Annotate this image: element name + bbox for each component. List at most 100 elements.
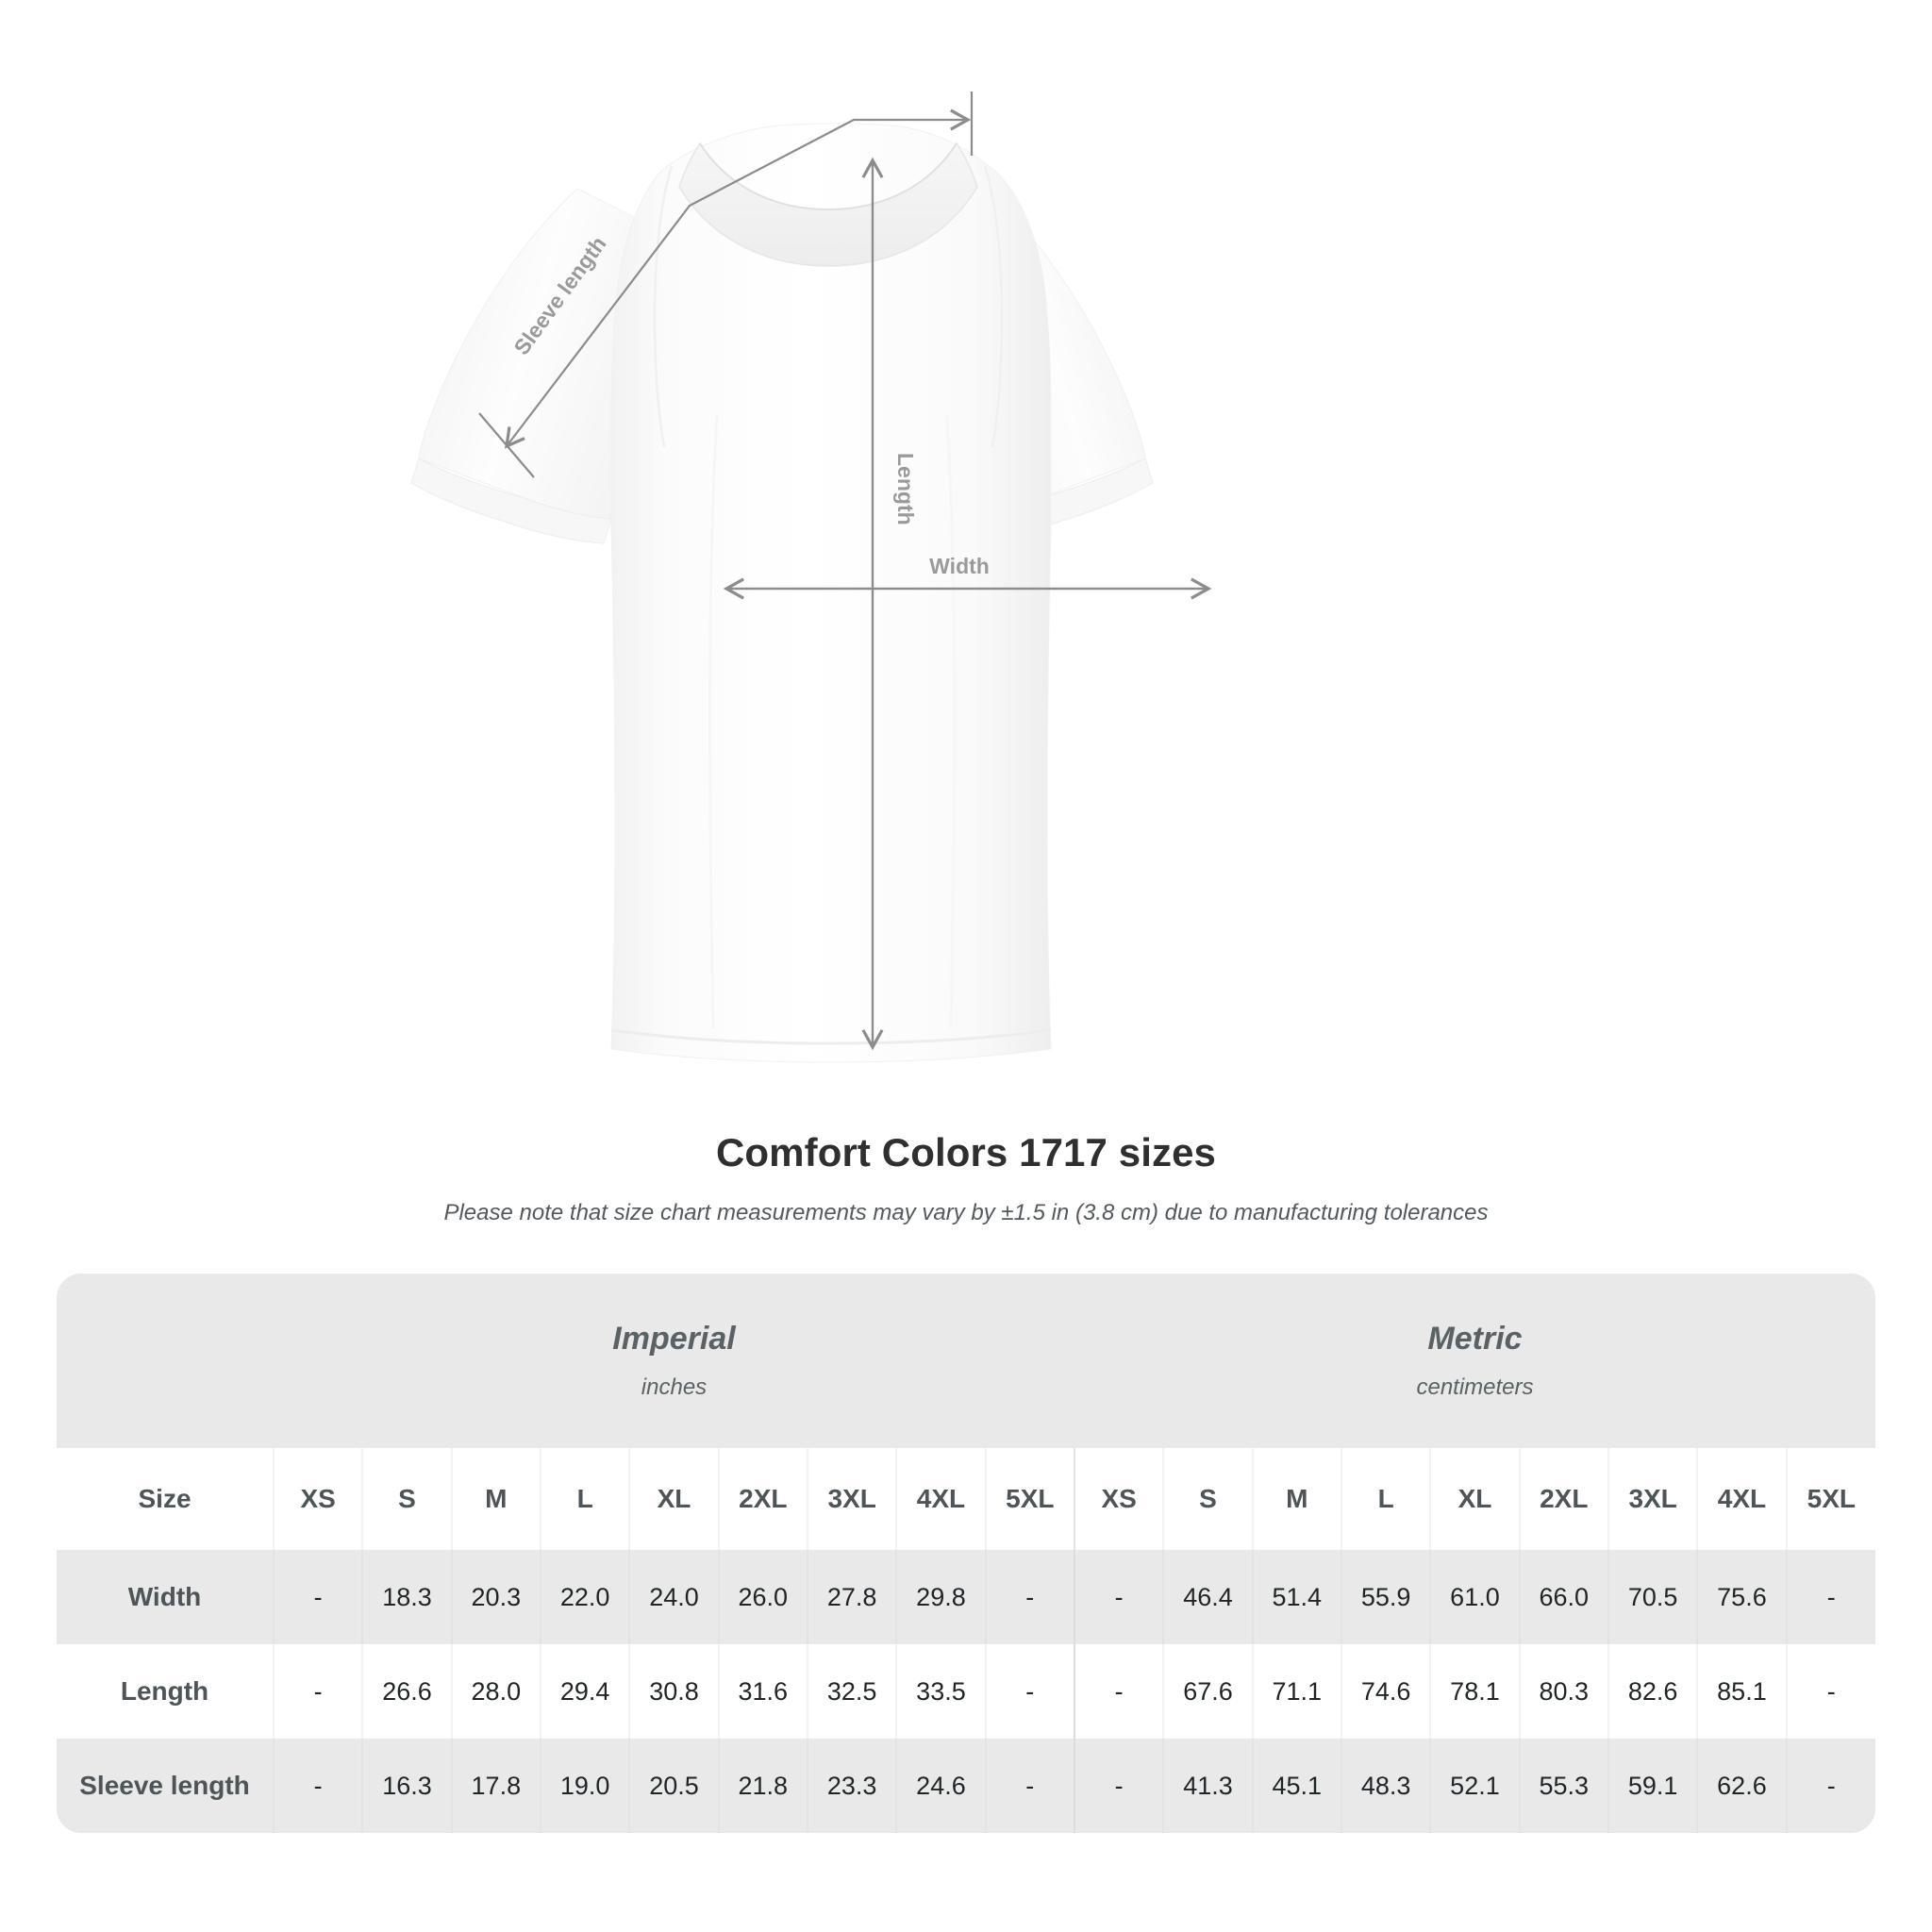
measurement-cell: 16.3 — [361, 1739, 452, 1833]
measurement-cell: 61.0 — [1429, 1550, 1520, 1644]
size-header-imperial-xs: XS — [272, 1448, 363, 1550]
unit-header-row: Imperial inches Metric centimeters — [57, 1274, 1875, 1448]
measurement-cell: 24.6 — [895, 1739, 986, 1833]
measurement-cell: 78.1 — [1429, 1644, 1520, 1739]
size-header-metric-xs: XS — [1073, 1448, 1164, 1550]
measurement-cell: 21.8 — [717, 1739, 808, 1833]
measurement-cell: 26.6 — [361, 1644, 452, 1739]
size-header-imperial-2xl: 2XL — [717, 1448, 808, 1550]
measurement-cell: 66.0 — [1518, 1550, 1608, 1644]
size-table: Imperial inches Metric centimeters Size XS S M L… — [57, 1274, 1875, 1833]
size-header-metric-2xl: 2XL — [1518, 1448, 1608, 1550]
measurement-cell: 55.9 — [1340, 1550, 1431, 1644]
size-header-metric-4xl: 4XL — [1696, 1448, 1787, 1550]
measurement-cell: 23.3 — [806, 1739, 897, 1833]
measurement-cell: 85.1 — [1696, 1644, 1787, 1739]
measurement-cell: 27.8 — [806, 1550, 897, 1644]
measurement-cell: 48.3 — [1340, 1739, 1431, 1833]
right-shoulder-seam — [983, 165, 1004, 448]
measurement-cell: 46.4 — [1162, 1550, 1253, 1644]
measurement-cell: 29.4 — [539, 1644, 630, 1739]
measurement-cell: 20.5 — [628, 1739, 719, 1833]
sleeve-length-line — [504, 108, 972, 449]
size-column-header: Size — [57, 1448, 274, 1550]
measurement-cell: - — [1785, 1644, 1875, 1739]
measurement-cell: 32.5 — [806, 1644, 897, 1739]
measurement-cell: - — [984, 1550, 1074, 1644]
measurement-cell: - — [1785, 1550, 1875, 1644]
measurement-cell: 33.5 — [895, 1644, 986, 1739]
measurement-cell: - — [984, 1739, 1074, 1833]
measurement-cell: 67.6 — [1162, 1644, 1253, 1739]
measurement-cell: 75.6 — [1696, 1550, 1787, 1644]
measurement-cell: - — [1073, 1550, 1164, 1644]
fold-right — [945, 414, 956, 1029]
size-header-imperial-l: L — [539, 1448, 630, 1550]
unit-header-imperial: Imperial inches — [274, 1274, 1074, 1448]
table-row: Width -18.3 20.3 22.0 24.0 26.0 27.8 29.8- -46.4… — [57, 1550, 1875, 1644]
unit-header-metric: Metric centimeters — [1074, 1274, 1875, 1448]
measurement-cell: - — [1073, 1644, 1164, 1739]
row-label-width: Width — [57, 1550, 274, 1644]
measurement-cell: 24.0 — [628, 1550, 719, 1644]
size-header-metric-3xl: 3XL — [1607, 1448, 1698, 1550]
bottom-hem — [610, 1028, 1052, 1045]
left-sleeve-hem — [410, 458, 612, 544]
size-header-imperial-3xl: 3XL — [806, 1448, 897, 1550]
tolerance-note: Please note that size chart measurements… — [443, 1200, 1489, 1225]
measurement-cell: - — [272, 1550, 363, 1644]
measurement-cell: 18.3 — [361, 1550, 452, 1644]
measurement-cell: 74.6 — [1340, 1644, 1431, 1739]
dimension-lines — [478, 92, 1212, 1051]
row-label-sleeve-length: Sleeve length — [57, 1739, 274, 1833]
size-header-metric-l: L — [1340, 1448, 1431, 1550]
size-header-metric-5xl: 5XL — [1785, 1448, 1875, 1550]
measurement-cell: 59.1 — [1607, 1739, 1698, 1833]
width-label: Width — [929, 554, 990, 578]
measurement-cell: 80.3 — [1518, 1644, 1608, 1739]
measurement-cell: 62.6 — [1696, 1739, 1787, 1833]
sleeve-end-tick — [478, 412, 535, 478]
table-row: Length -26.6 28.0 29.4 30.8 31.6 32.5 33.5- -67.… — [57, 1644, 1875, 1739]
measurement-cell: 82.6 — [1607, 1644, 1698, 1739]
measurement-cell: 19.0 — [539, 1739, 630, 1833]
measurement-cell: - — [272, 1644, 363, 1739]
row-label-length: Length — [57, 1644, 274, 1739]
measurement-cell: 20.3 — [450, 1550, 541, 1644]
size-header-imperial-5xl: 5XL — [984, 1448, 1074, 1550]
measurement-cell: 52.1 — [1429, 1739, 1520, 1833]
measurement-cell: 28.0 — [450, 1644, 541, 1739]
table-row: Sleeve length -16.3 17.8 19.0 20.5 21.8 23.3 24… — [57, 1739, 1875, 1833]
size-header-row: Size XS S M L XL 2XL 3XL 4XL 5XL XS S M L XL 2XL 3XL 4XL 5… — [57, 1448, 1875, 1550]
measurement-cell: - — [272, 1739, 363, 1833]
measurement-cell: 51.4 — [1251, 1550, 1341, 1644]
fold-left — [708, 414, 719, 1029]
size-header-imperial-m: M — [450, 1448, 541, 1550]
length-label: Length — [893, 453, 918, 525]
measurement-cell: - — [1073, 1739, 1164, 1833]
size-header-imperial-xl: XL — [628, 1448, 719, 1550]
size-header-metric-s: S — [1162, 1448, 1253, 1550]
unit-subtitle: centimeters — [1416, 1374, 1534, 1401]
tshirt-graphic — [410, 123, 1154, 1063]
tshirt-illustration: Sleeve length Length Width — [410, 92, 1212, 1063]
measurement-cell: 70.5 — [1607, 1550, 1698, 1644]
measurement-cell: 26.0 — [717, 1550, 808, 1644]
size-header-imperial-s: S — [361, 1448, 452, 1550]
measurement-cell: 55.3 — [1518, 1739, 1608, 1833]
size-header-imperial-4xl: 4XL — [895, 1448, 986, 1550]
size-header-metric-xl: XL — [1429, 1448, 1520, 1550]
measurement-cell: - — [984, 1644, 1074, 1739]
unit-name: Imperial — [612, 1320, 736, 1357]
measurement-cell: 17.8 — [450, 1739, 541, 1833]
unit-name: Metric — [1427, 1320, 1523, 1357]
measurement-cell: 22.0 — [539, 1550, 630, 1644]
page-title: Comfort Colors 1717 sizes — [715, 1130, 1216, 1174]
measurement-cell: 29.8 — [895, 1550, 986, 1644]
size-table-container: Imperial inches Metric centimeters Size XS S M L… — [57, 1274, 1875, 1833]
measurement-cell: 41.3 — [1162, 1739, 1253, 1833]
measurement-cell: - — [1785, 1739, 1875, 1833]
measurement-cell: 71.1 — [1251, 1644, 1341, 1739]
measurement-cell: 31.6 — [717, 1644, 808, 1739]
